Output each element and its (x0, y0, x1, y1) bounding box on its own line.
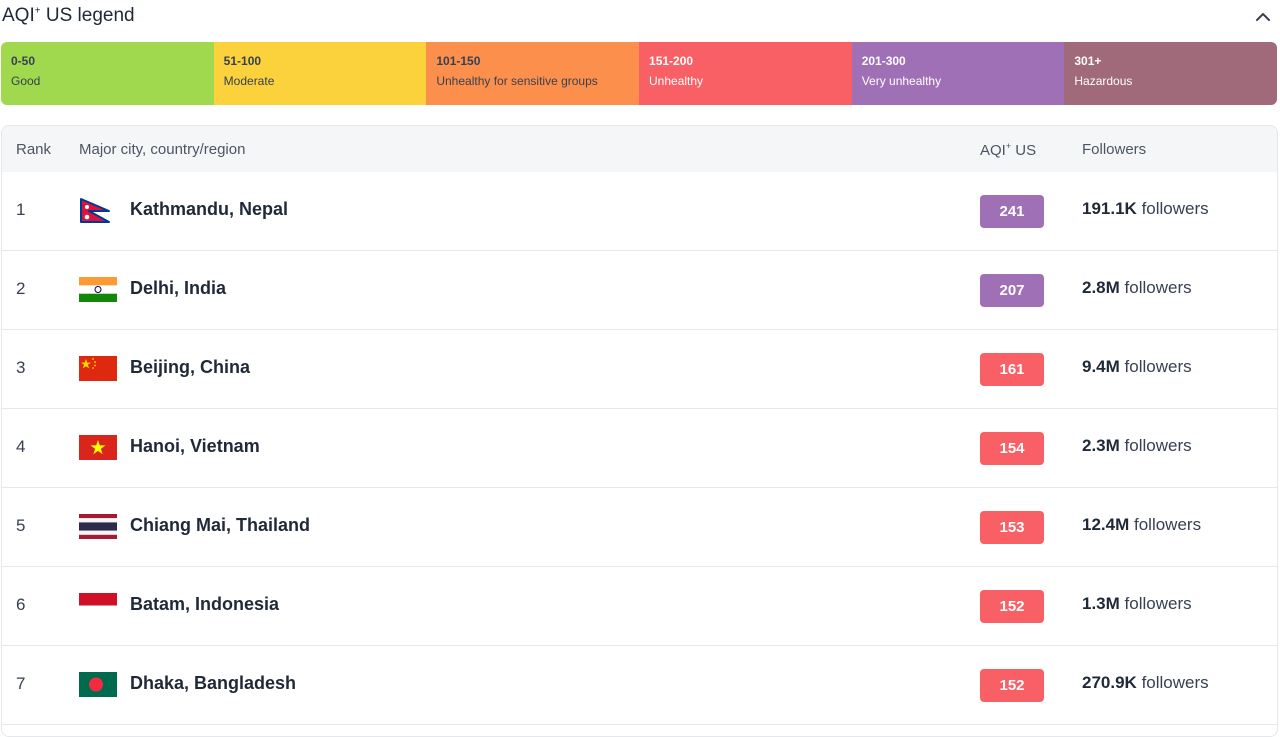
chevron-up-icon[interactable] (1252, 6, 1274, 28)
followers-suffix: followers (1124, 594, 1192, 613)
city-link[interactable]: Dhaka, Bangladesh (130, 673, 297, 693)
header-city: Major city, country/region (79, 141, 246, 158)
aqi-badge: 154 (980, 432, 1044, 465)
aqi-badge: 153 (980, 511, 1044, 544)
followers-suffix: followers (1141, 199, 1209, 218)
legend-range: 201-300 (861, 54, 906, 68)
legend-label: Good (11, 74, 41, 88)
followers-suffix: followers (1141, 673, 1209, 692)
followers-count: 9.4M followers (1082, 357, 1192, 377)
city-ranking-table: Rank Major city, country/region AQI+ US … (1, 125, 1278, 737)
rank-value: 3 (16, 358, 26, 377)
legend-label: Moderate (223, 74, 275, 88)
table-header: Rank Major city, country/region AQI+ US … (2, 126, 1277, 172)
followers-number: 270.9K (1082, 673, 1137, 692)
city-link[interactable]: Kathmandu, Nepal (130, 199, 289, 219)
legend-label: Unhealthy (649, 74, 704, 88)
city-link[interactable]: Chiang Mai, Thailand (130, 515, 311, 535)
followers-count: 12.4M followers (1082, 515, 1201, 535)
legend-range: 151-200 (649, 54, 694, 68)
india-flag-icon (79, 277, 117, 302)
rank-value: 5 (16, 516, 26, 535)
legend-label: Very unhealthy (861, 74, 942, 88)
header-aqi: AQI+ US (980, 141, 1036, 159)
header-aqi-sup: + (1005, 141, 1012, 151)
legend-title: AQI+ US legend (2, 5, 135, 27)
followers-suffix: followers (1124, 436, 1192, 455)
rank-value: 4 (16, 437, 26, 456)
followers-count: 1.3M followers (1082, 594, 1192, 614)
followers-number: 2.3M (1082, 436, 1120, 455)
aqi-badge: 207 (980, 274, 1044, 307)
aqi-legend-bar: 0-50 Good 51-100 Moderate 101-150 Unhealthy f… (1, 42, 1277, 105)
followers-number: 2.8M (1082, 278, 1120, 297)
followers-count: 2.8M followers (1082, 278, 1192, 298)
legend-label: Unhealthy for sensitive groups (436, 74, 598, 88)
city-link[interactable]: Delhi, India (130, 278, 227, 298)
table-row[interactable]: 6 Batam, Indonesia 152 1.3M followers (2, 567, 1277, 646)
legend-title-sup: + (34, 5, 41, 17)
legend-range: 51-100 (223, 54, 262, 68)
followers-number: 1.3M (1082, 594, 1120, 613)
legend-range: 0-50 (11, 54, 36, 68)
table-row[interactable]: 1 Kathmandu, Nepal 241 191.1K followers (2, 172, 1277, 251)
legend-segment: 301+ Hazardous (1064, 42, 1277, 105)
header-aqi-main: AQI (980, 142, 1006, 159)
rank-value: 2 (16, 279, 26, 298)
followers-count: 270.9K followers (1082, 673, 1209, 693)
table-row[interactable]: 5 Chiang Mai, Thailand 153 12.4M followers (2, 488, 1277, 567)
bangladesh-flag-icon (79, 672, 117, 697)
city-link[interactable]: Beijing, China (130, 357, 251, 377)
legend-range: 301+ (1074, 54, 1102, 68)
followers-count: 2.3M followers (1082, 436, 1192, 456)
nepal-flag-icon (79, 198, 117, 223)
followers-number: 191.1K (1082, 199, 1137, 218)
legend-label: Hazardous (1074, 74, 1133, 88)
rank-value: 6 (16, 595, 26, 614)
rank-value: 1 (16, 200, 26, 219)
legend-title-suffix: US legend (40, 5, 135, 26)
thailand-flag-icon (79, 514, 117, 539)
followers-number: 9.4M (1082, 357, 1120, 376)
legend-segment: 51-100 Moderate (213, 42, 427, 105)
header-aqi-suffix: US (1011, 142, 1037, 159)
legend-segment: 101-150 Unhealthy for sensitive groups (426, 42, 640, 105)
rank-value: 7 (16, 674, 26, 693)
table-row[interactable]: 4 Hanoi, Vietnam 154 2.3M followers (2, 409, 1277, 488)
table-row[interactable]: 7 Dhaka, Bangladesh 152 270.9K followers (2, 646, 1277, 725)
city-link[interactable]: Hanoi, Vietnam (130, 436, 260, 456)
legend-segment: 201-300 Very unhealthy (851, 42, 1065, 105)
aqi-badge: 241 (980, 195, 1044, 228)
china-flag-icon (79, 356, 117, 381)
header-rank: Rank (16, 141, 52, 158)
table-row[interactable]: 3 Beijing, China 161 9.4M followers (2, 330, 1277, 409)
legend-title-main: AQI (2, 5, 35, 26)
aqi-badge: 152 (980, 590, 1044, 623)
legend-range: 101-150 (436, 54, 481, 68)
followers-suffix: followers (1133, 515, 1202, 534)
aqi-badge: 152 (980, 669, 1044, 702)
legend-segment: 151-200 Unhealthy (639, 42, 852, 105)
indonesia-flag-icon (79, 593, 117, 618)
city-link[interactable]: Batam, Indonesia (130, 594, 280, 614)
followers-count: 191.1K followers (1082, 199, 1209, 219)
followers-suffix: followers (1124, 278, 1192, 297)
header-followers: Followers (1082, 141, 1147, 158)
aqi-badge: 161 (980, 353, 1044, 386)
followers-number: 12.4M (1082, 515, 1130, 534)
followers-suffix: followers (1124, 357, 1192, 376)
vietnam-flag-icon (79, 435, 117, 460)
legend-segment: 0-50 Good (1, 42, 214, 105)
table-row[interactable]: 2 Delhi, India 207 2.8M followers (2, 251, 1277, 330)
legend-header: AQI+ US legend (0, 0, 1280, 34)
